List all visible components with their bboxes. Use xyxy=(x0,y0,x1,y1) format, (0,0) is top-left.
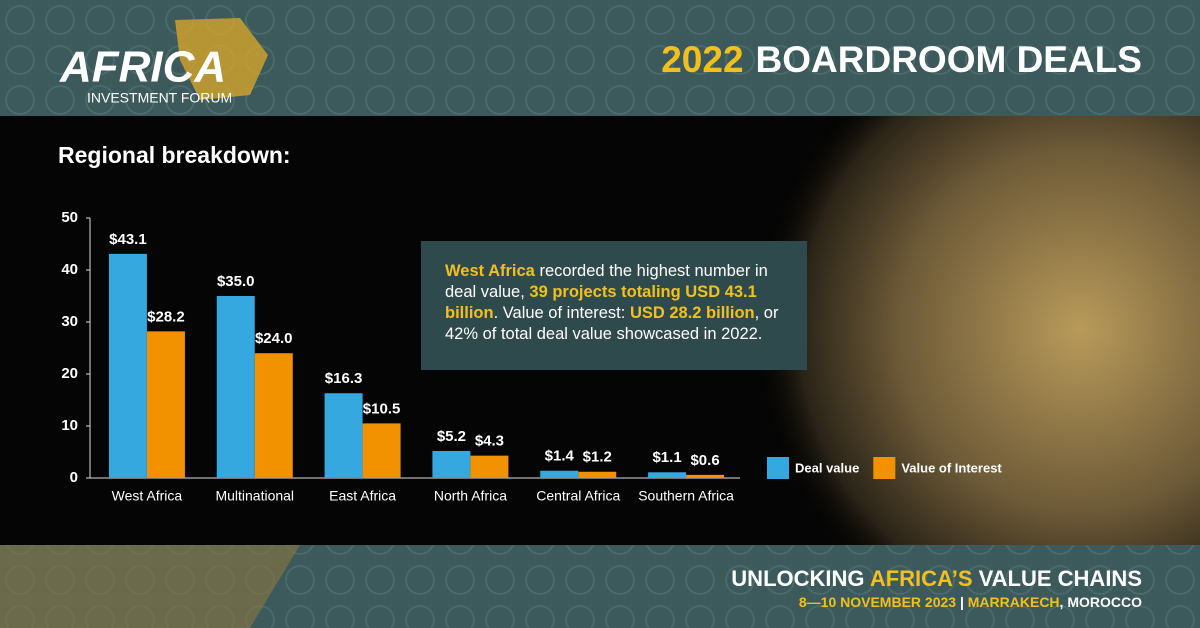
legend-swatch xyxy=(767,457,789,479)
y-tick-label: 50 xyxy=(61,209,78,226)
x-tick-label: West Africa xyxy=(112,488,183,504)
text-run: USD 28.2 billion xyxy=(629,304,755,322)
logo-sub: INVESTMENT FORUM xyxy=(87,90,232,106)
y-tick-label: 0 xyxy=(70,469,78,486)
bar xyxy=(470,455,509,478)
callout: West Africa recorded the highest number … xyxy=(421,241,807,370)
text-run: recorded the highest number in deal valu… xyxy=(445,262,768,301)
logo: AFRICA xyxy=(59,43,226,92)
text-run: , MOROCCO xyxy=(1059,594,1142,610)
bar xyxy=(648,472,687,478)
text-run: UNLOCKING xyxy=(731,566,870,591)
legend-label: Value of Interest xyxy=(901,460,1002,475)
y-tick-label: 40 xyxy=(61,261,78,278)
value-label: $1.2 xyxy=(583,449,612,466)
value-label: $28.2 xyxy=(147,308,185,325)
x-tick-label: East Africa xyxy=(329,488,396,504)
bar xyxy=(686,474,725,478)
headline-year: 2022 xyxy=(661,39,743,80)
x-tick-label: Multinational xyxy=(215,488,294,504)
value-label: $0.6 xyxy=(690,452,719,469)
legend-label: Deal value xyxy=(795,460,859,475)
y-tick-label: 30 xyxy=(61,313,78,330)
footer-line2: 8—10 NOVEMBER 2023 | MARRAKECH, MOROCCO xyxy=(799,594,1142,610)
value-label: $43.1 xyxy=(109,231,147,248)
text-run: 8—10 NOVEMBER 2023 xyxy=(798,594,957,610)
text-run: VALUE CHAINS xyxy=(972,566,1142,591)
bar xyxy=(324,393,363,478)
value-label: $35.0 xyxy=(217,273,255,290)
value-label: $1.1 xyxy=(652,449,681,466)
text-run: . Value of interest: xyxy=(493,304,630,322)
text-run: MARRAKECH xyxy=(967,594,1060,610)
x-tick-label: Southern Africa xyxy=(638,488,734,504)
y-tick-label: 20 xyxy=(61,365,78,382)
text-run: AFRICA’S xyxy=(869,566,973,591)
legend-swatch xyxy=(873,457,896,479)
y-tick-label: 10 xyxy=(61,417,78,434)
headline-text: BOARDROOM DEALS xyxy=(756,39,1142,80)
logo-map xyxy=(175,18,268,100)
bar xyxy=(108,253,147,478)
bar xyxy=(146,331,185,478)
footer-line1: UNLOCKING AFRICA’S VALUE CHAINS xyxy=(731,566,1142,592)
x-tick-label: Central Africa xyxy=(536,488,620,504)
bar xyxy=(362,423,401,478)
bar xyxy=(216,296,255,478)
text-run: , or 42% of total deal value showcased i… xyxy=(445,304,779,343)
chart-title: Regional breakdown: xyxy=(58,142,291,168)
bar xyxy=(432,450,471,478)
bar xyxy=(540,470,579,478)
bar xyxy=(254,353,293,478)
value-label: $10.5 xyxy=(363,400,401,417)
text-run: West Africa xyxy=(445,262,535,280)
x-tick-label: North Africa xyxy=(434,488,507,504)
text-run: | xyxy=(956,594,968,610)
value-label: $4.3 xyxy=(475,433,504,450)
headline: 2022 BOARDROOM DEALS xyxy=(661,39,1142,80)
value-label: $5.2 xyxy=(437,428,466,445)
value-label: $16.3 xyxy=(325,370,363,387)
value-label: $1.4 xyxy=(545,448,575,465)
bar xyxy=(578,471,617,478)
value-label: $24.0 xyxy=(255,330,293,347)
ornament xyxy=(0,545,300,628)
text-run: 39 projects totaling USD 43.1 billion xyxy=(445,283,757,322)
